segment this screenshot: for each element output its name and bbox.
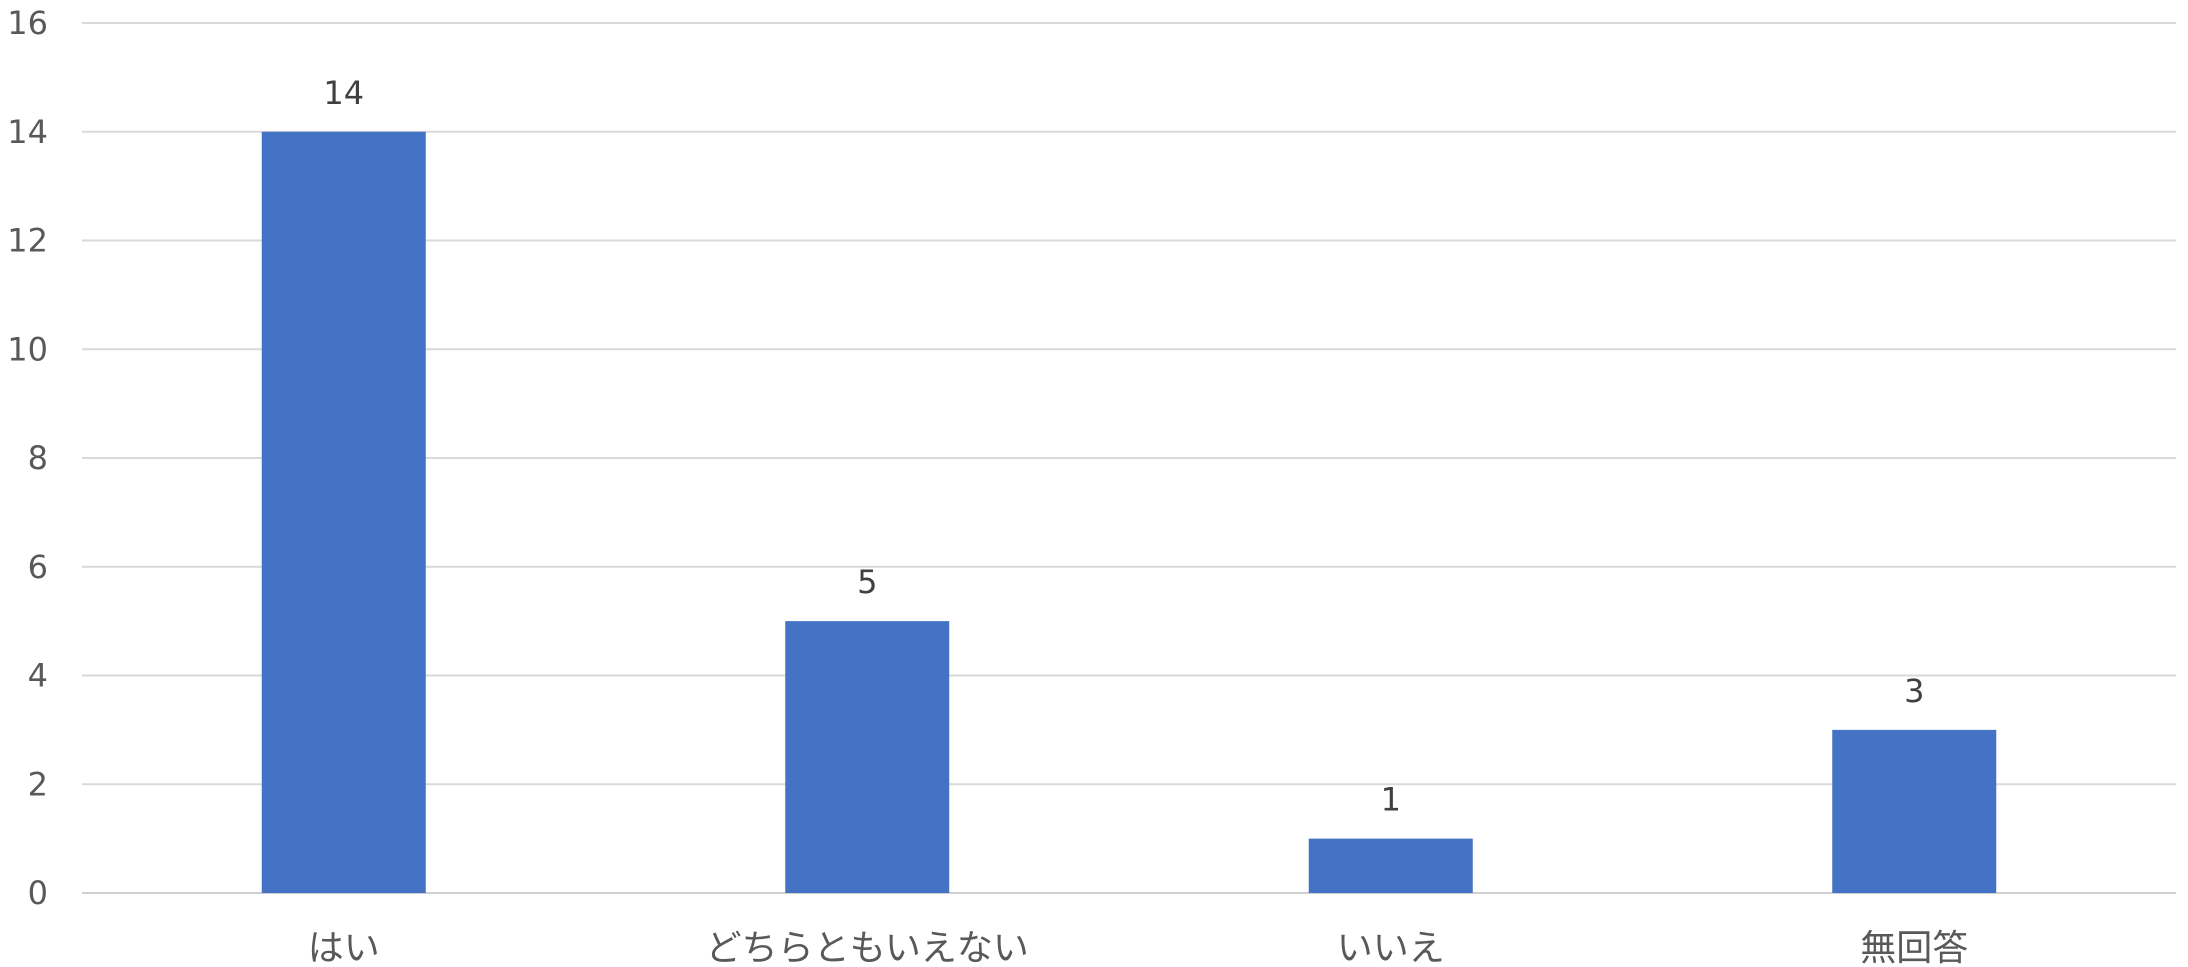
- x-category-label: いいえ: [1337, 928, 1445, 967]
- bars: [261, 131, 1997, 893]
- y-tick-label: 4: [28, 657, 48, 695]
- x-category-label: 無回答: [1860, 928, 1968, 967]
- data-label: 1: [1381, 781, 1401, 819]
- data-labels: 14 5 1 3: [323, 74, 1924, 819]
- y-tick-label: 14: [7, 113, 48, 151]
- y-tick-label: 10: [7, 330, 48, 368]
- y-tick-label: 8: [28, 439, 48, 477]
- data-label: 3: [1904, 672, 1924, 710]
- y-tick-label: 16: [7, 4, 48, 42]
- y-axis-tick-labels: 0 2 4 6 8 10 12 14 16: [7, 4, 48, 912]
- gridlines: [82, 22, 2176, 894]
- y-tick-label: 12: [7, 222, 48, 260]
- bar: [261, 131, 426, 893]
- bar: [785, 621, 950, 893]
- y-tick-label: 2: [28, 765, 48, 803]
- x-category-label: はい: [308, 928, 380, 967]
- x-category-label: どちらともいえない: [706, 928, 1029, 967]
- x-axis-category-labels: はい どちらともいえない いいえ 無回答: [308, 928, 1969, 967]
- bar: [1832, 729, 1997, 893]
- bar: [1308, 838, 1473, 893]
- data-label: 14: [323, 74, 364, 112]
- data-label: 5: [857, 563, 877, 601]
- y-tick-label: 0: [28, 874, 48, 912]
- y-tick-label: 6: [28, 548, 48, 586]
